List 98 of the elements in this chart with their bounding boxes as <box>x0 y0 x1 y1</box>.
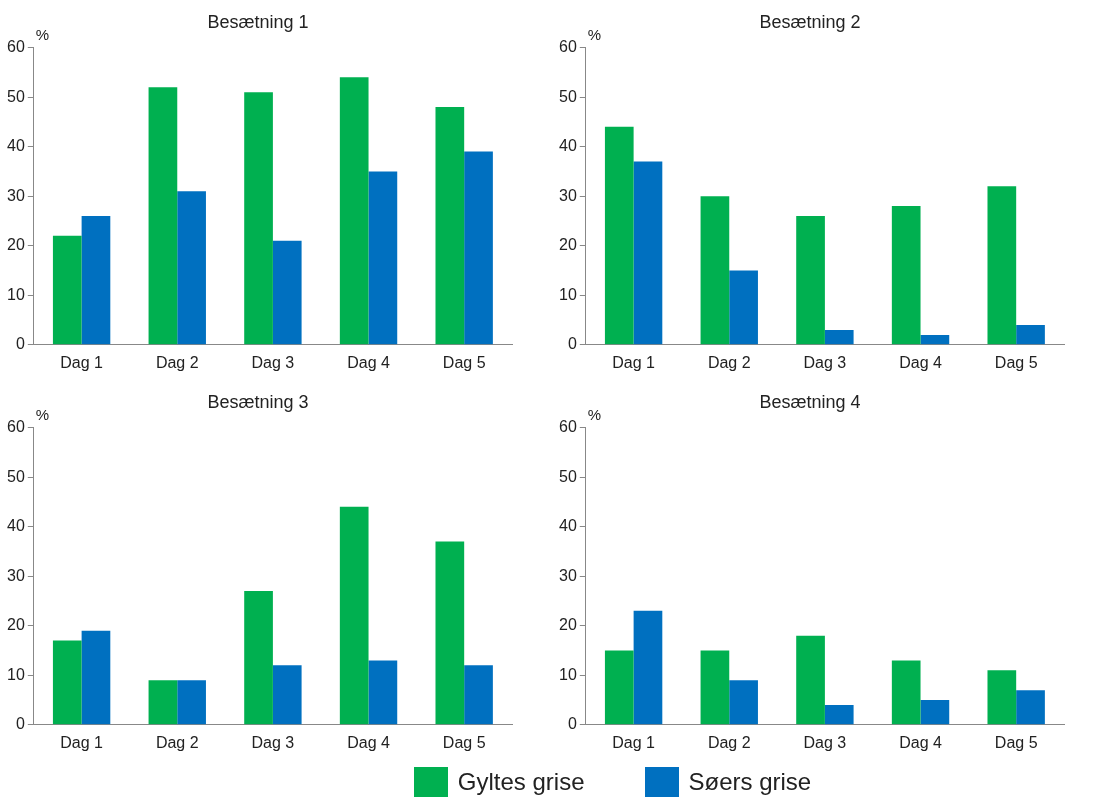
bar <box>52 640 82 725</box>
x-tick-label: Dag 4 <box>347 353 390 371</box>
bar <box>339 77 369 345</box>
y-axis-title: % <box>35 26 50 44</box>
bar <box>339 506 369 725</box>
bar <box>796 216 825 345</box>
bar <box>81 630 111 725</box>
chart-title: Besætning 2 <box>759 11 861 32</box>
bar <box>796 635 825 725</box>
x-tick-label: Dag 5 <box>442 353 486 371</box>
x-tick-label: Dag 4 <box>899 733 942 751</box>
y-tick-label: 30 <box>559 566 577 584</box>
y-tick-label: 20 <box>7 236 25 254</box>
x-tick-label: Dag 1 <box>60 353 104 371</box>
bar <box>435 107 465 345</box>
y-tick-label: 40 <box>559 517 577 535</box>
y-tick-label: 50 <box>7 87 25 105</box>
y-tick-label: 40 <box>7 517 25 535</box>
bar <box>824 704 854 725</box>
y-tick-label: 30 <box>7 566 25 584</box>
bar <box>700 196 730 345</box>
x-tick-label: Dag 2 <box>707 353 751 371</box>
y-tick-label: 10 <box>7 285 25 303</box>
bar <box>81 216 111 345</box>
x-tick-label: Dag 2 <box>155 733 199 751</box>
chart-title: Besætning 1 <box>207 11 309 32</box>
legend-label: Gyltes grise <box>457 768 585 796</box>
y-tick-label: 40 <box>559 137 577 155</box>
bar <box>891 660 921 725</box>
bar <box>824 329 854 345</box>
y-tick-label: 30 <box>7 186 25 204</box>
legend-label: Søers grise <box>688 768 812 796</box>
bar <box>987 186 1017 345</box>
x-tick-label: Dag 2 <box>707 733 751 751</box>
y-tick-label: 60 <box>7 418 25 436</box>
bar <box>633 610 663 725</box>
bar <box>464 665 493 725</box>
y-tick-label: 0 <box>567 335 577 353</box>
x-tick-label: Dag 5 <box>442 733 486 751</box>
y-axis-title: % <box>35 406 50 424</box>
x-tick-label: Dag 4 <box>899 353 942 371</box>
bar <box>729 680 758 725</box>
bar <box>272 665 302 725</box>
bar <box>700 650 730 725</box>
bar <box>729 270 758 345</box>
bar <box>435 541 465 725</box>
y-axis-title: % <box>587 26 602 44</box>
bar <box>604 650 634 725</box>
y-tick-label: 20 <box>7 616 25 634</box>
x-tick-label: Dag 3 <box>803 353 847 371</box>
chart-title: Besætning 4 <box>759 391 861 412</box>
x-tick-label: Dag 4 <box>347 733 390 751</box>
y-tick-label: 10 <box>7 665 25 683</box>
x-tick-label: Dag 5 <box>994 353 1038 371</box>
x-tick-label: Dag 1 <box>612 353 656 371</box>
bar <box>1016 690 1045 725</box>
bar <box>464 151 493 345</box>
x-tick-label: Dag 3 <box>251 353 295 371</box>
bar <box>244 591 273 725</box>
y-tick-label: 50 <box>7 467 25 485</box>
y-tick-label: 40 <box>7 137 25 155</box>
bar <box>891 206 921 345</box>
y-tick-label: 60 <box>559 38 577 56</box>
bar <box>177 191 206 345</box>
bar <box>148 87 178 345</box>
y-tick-label: 0 <box>15 715 25 733</box>
bar <box>604 126 634 345</box>
bar <box>52 235 82 345</box>
y-tick-label: 0 <box>567 715 577 733</box>
y-axis-title: % <box>587 406 602 424</box>
bar <box>272 240 302 345</box>
x-tick-label: Dag 2 <box>155 353 199 371</box>
y-tick-label: 50 <box>559 87 577 105</box>
x-tick-label: Dag 1 <box>612 733 656 751</box>
bar <box>244 92 273 345</box>
y-tick-label: 0 <box>15 335 25 353</box>
y-tick-label: 30 <box>559 186 577 204</box>
bar <box>368 660 398 725</box>
bar <box>920 334 950 345</box>
x-tick-label: Dag 3 <box>251 733 295 751</box>
x-tick-label: Dag 3 <box>803 733 847 751</box>
bar <box>920 700 950 725</box>
x-tick-label: Dag 5 <box>994 733 1038 751</box>
y-tick-label: 50 <box>559 467 577 485</box>
bar <box>987 670 1017 725</box>
bar <box>368 171 398 345</box>
chart-title: Besætning 3 <box>207 391 309 412</box>
x-tick-label: Dag 1 <box>60 733 104 751</box>
bar <box>633 161 663 345</box>
bar <box>148 680 178 725</box>
y-tick-label: 60 <box>7 38 25 56</box>
y-tick-label: 20 <box>559 236 577 254</box>
bar <box>1016 324 1045 345</box>
y-tick-label: 60 <box>559 418 577 436</box>
y-tick-label: 10 <box>559 285 577 303</box>
y-tick-label: 10 <box>559 665 577 683</box>
y-tick-label: 20 <box>559 616 577 634</box>
bar <box>177 680 206 725</box>
